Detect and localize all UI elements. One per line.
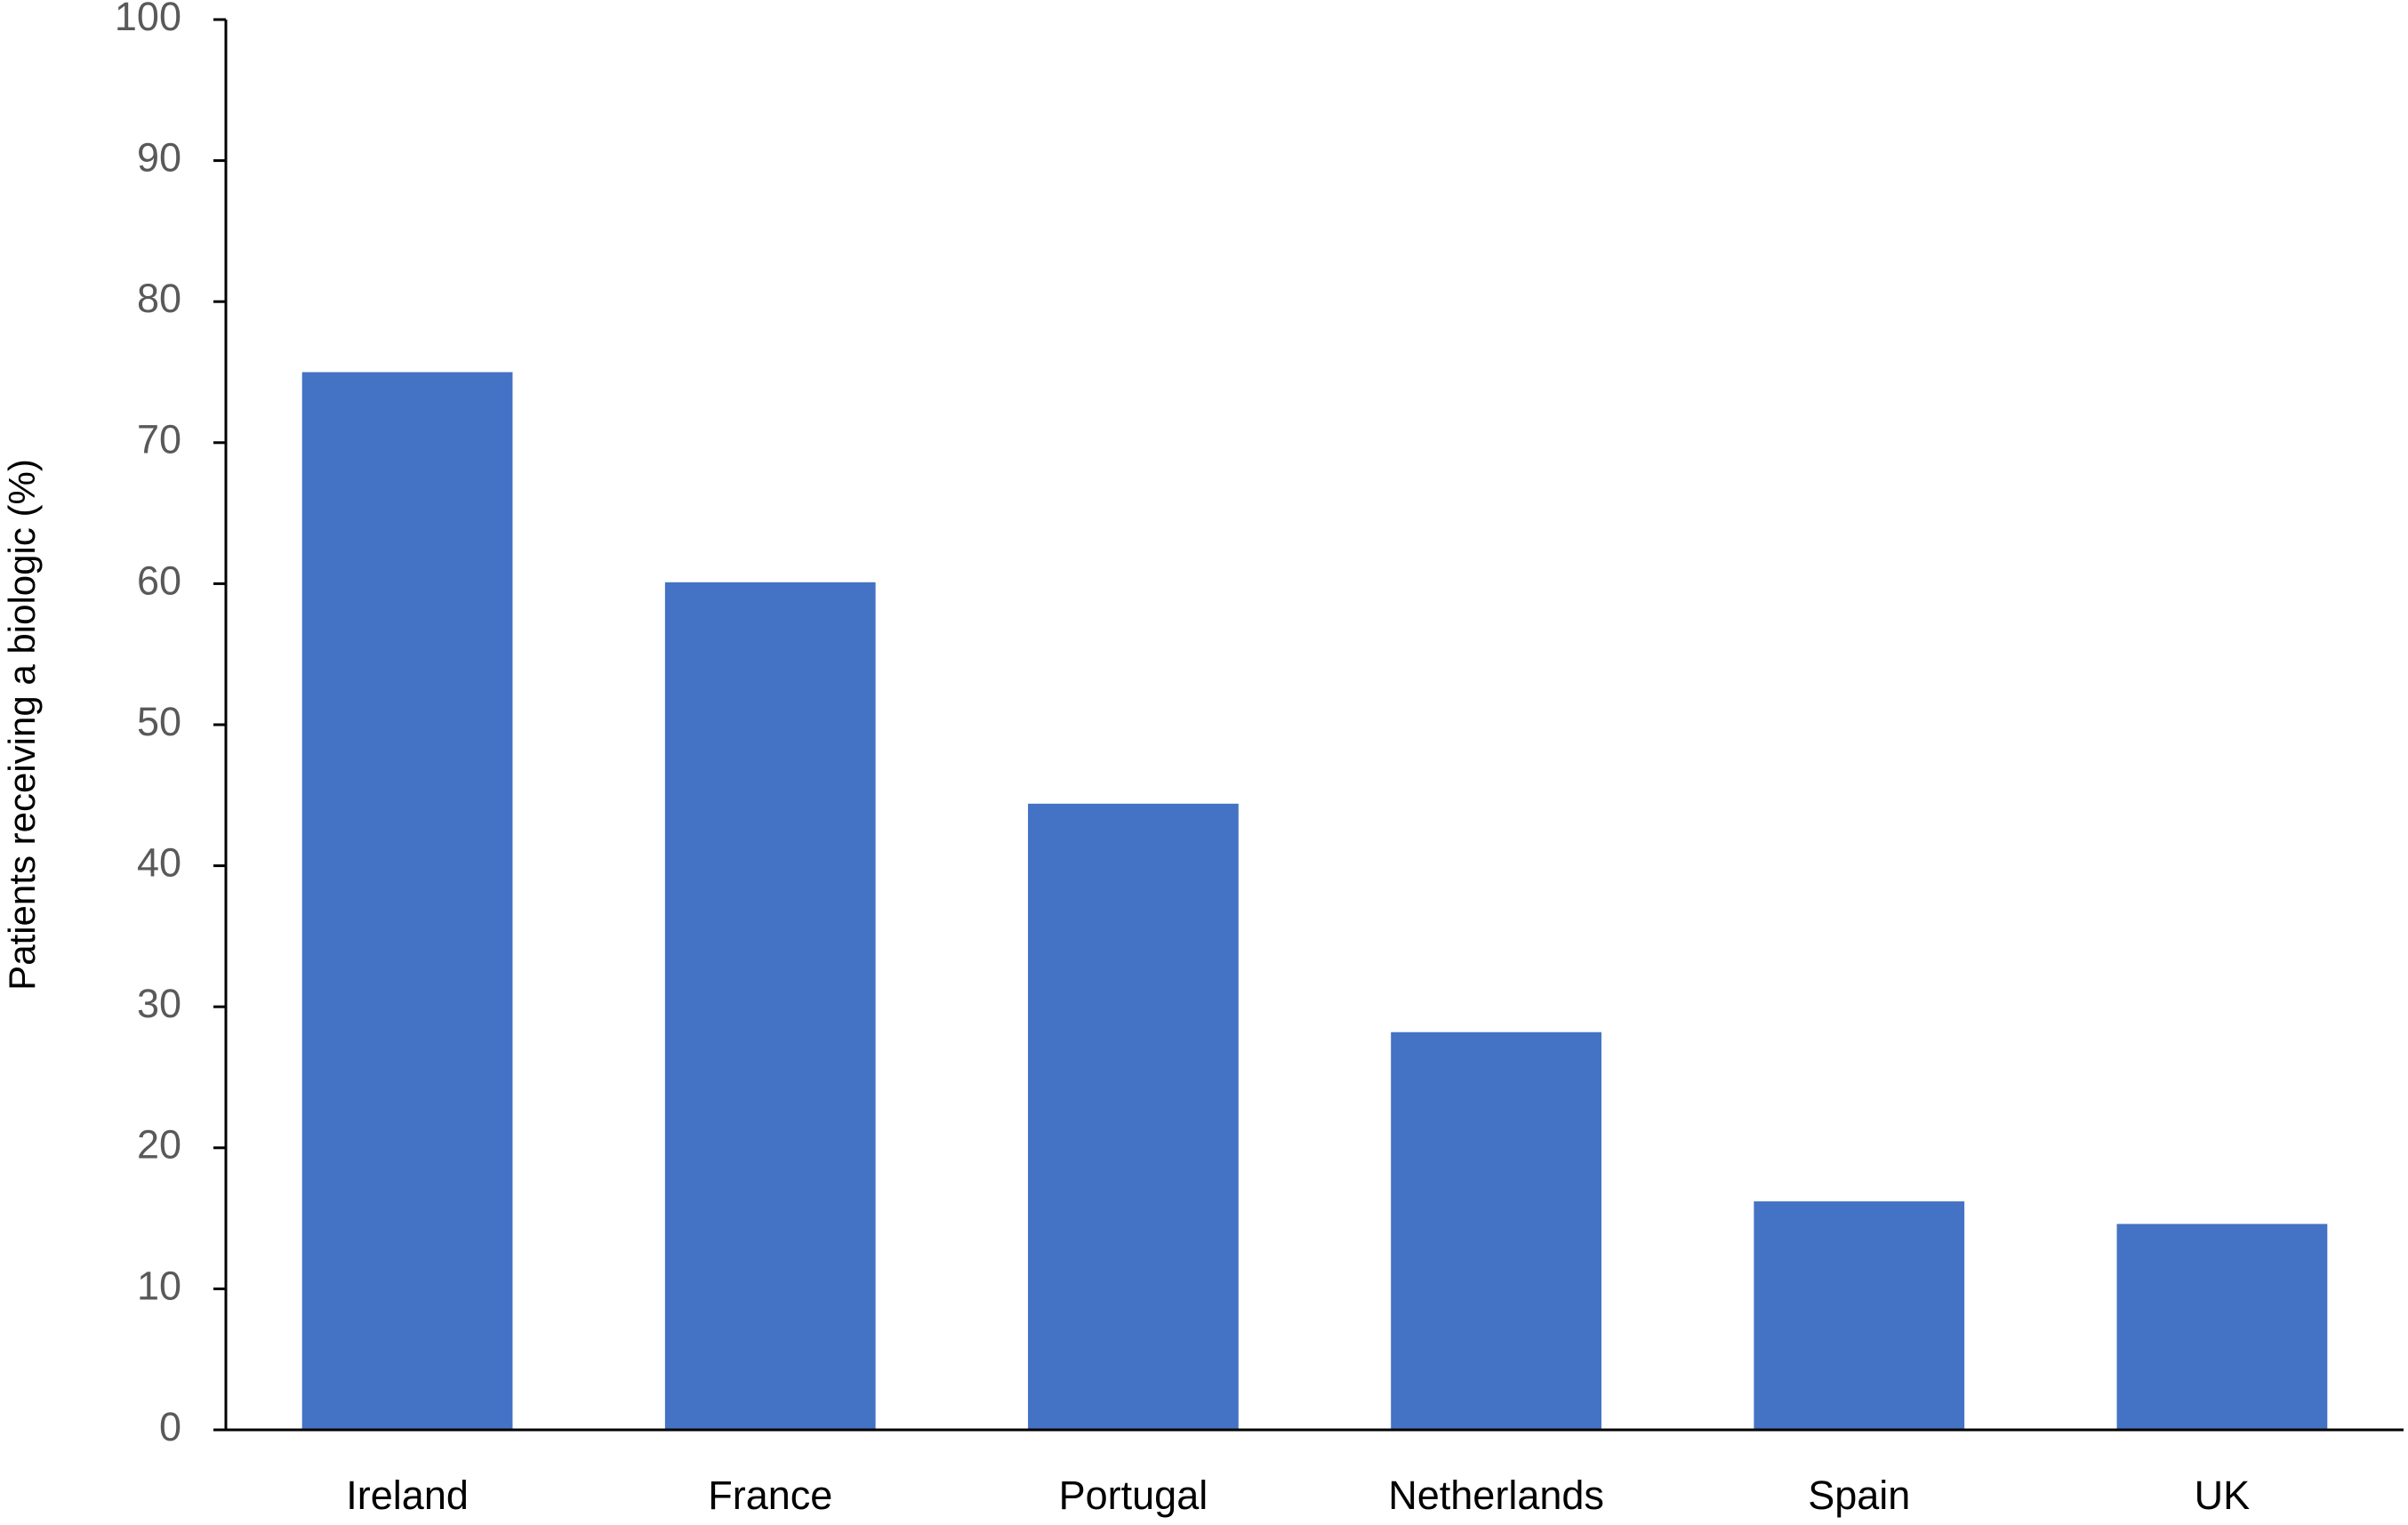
y-tick-label: 80 [137,276,181,321]
bar [1028,803,1239,1430]
x-tick-label: Portugal [1059,1473,1208,1518]
x-tick-label: Netherlands [1388,1473,1604,1518]
bar [301,372,513,1430]
y-tick-label: 100 [115,0,181,39]
y-tick-label: 20 [137,1122,181,1168]
y-tick-label: 30 [137,981,181,1026]
x-tick-label: France [708,1473,832,1518]
y-tick-label: 70 [137,417,181,462]
y-tick-label: 60 [137,558,181,603]
y-tick-label: 0 [159,1404,181,1449]
bar [664,582,876,1430]
x-tick-label: UK [2195,1473,2251,1518]
y-tick-label: 40 [137,839,181,885]
y-tick-label: 90 [137,134,181,180]
bar [2116,1224,2328,1430]
y-axis-title: Patients receiving a biologic (%) [1,459,43,991]
bar [1754,1201,1965,1430]
y-tick-label: 50 [137,699,181,744]
x-tick-label: Ireland [346,1473,469,1518]
y-tick-label: 10 [137,1263,181,1308]
x-tick-label: Spain [1808,1473,1910,1518]
bar [1391,1031,1601,1430]
